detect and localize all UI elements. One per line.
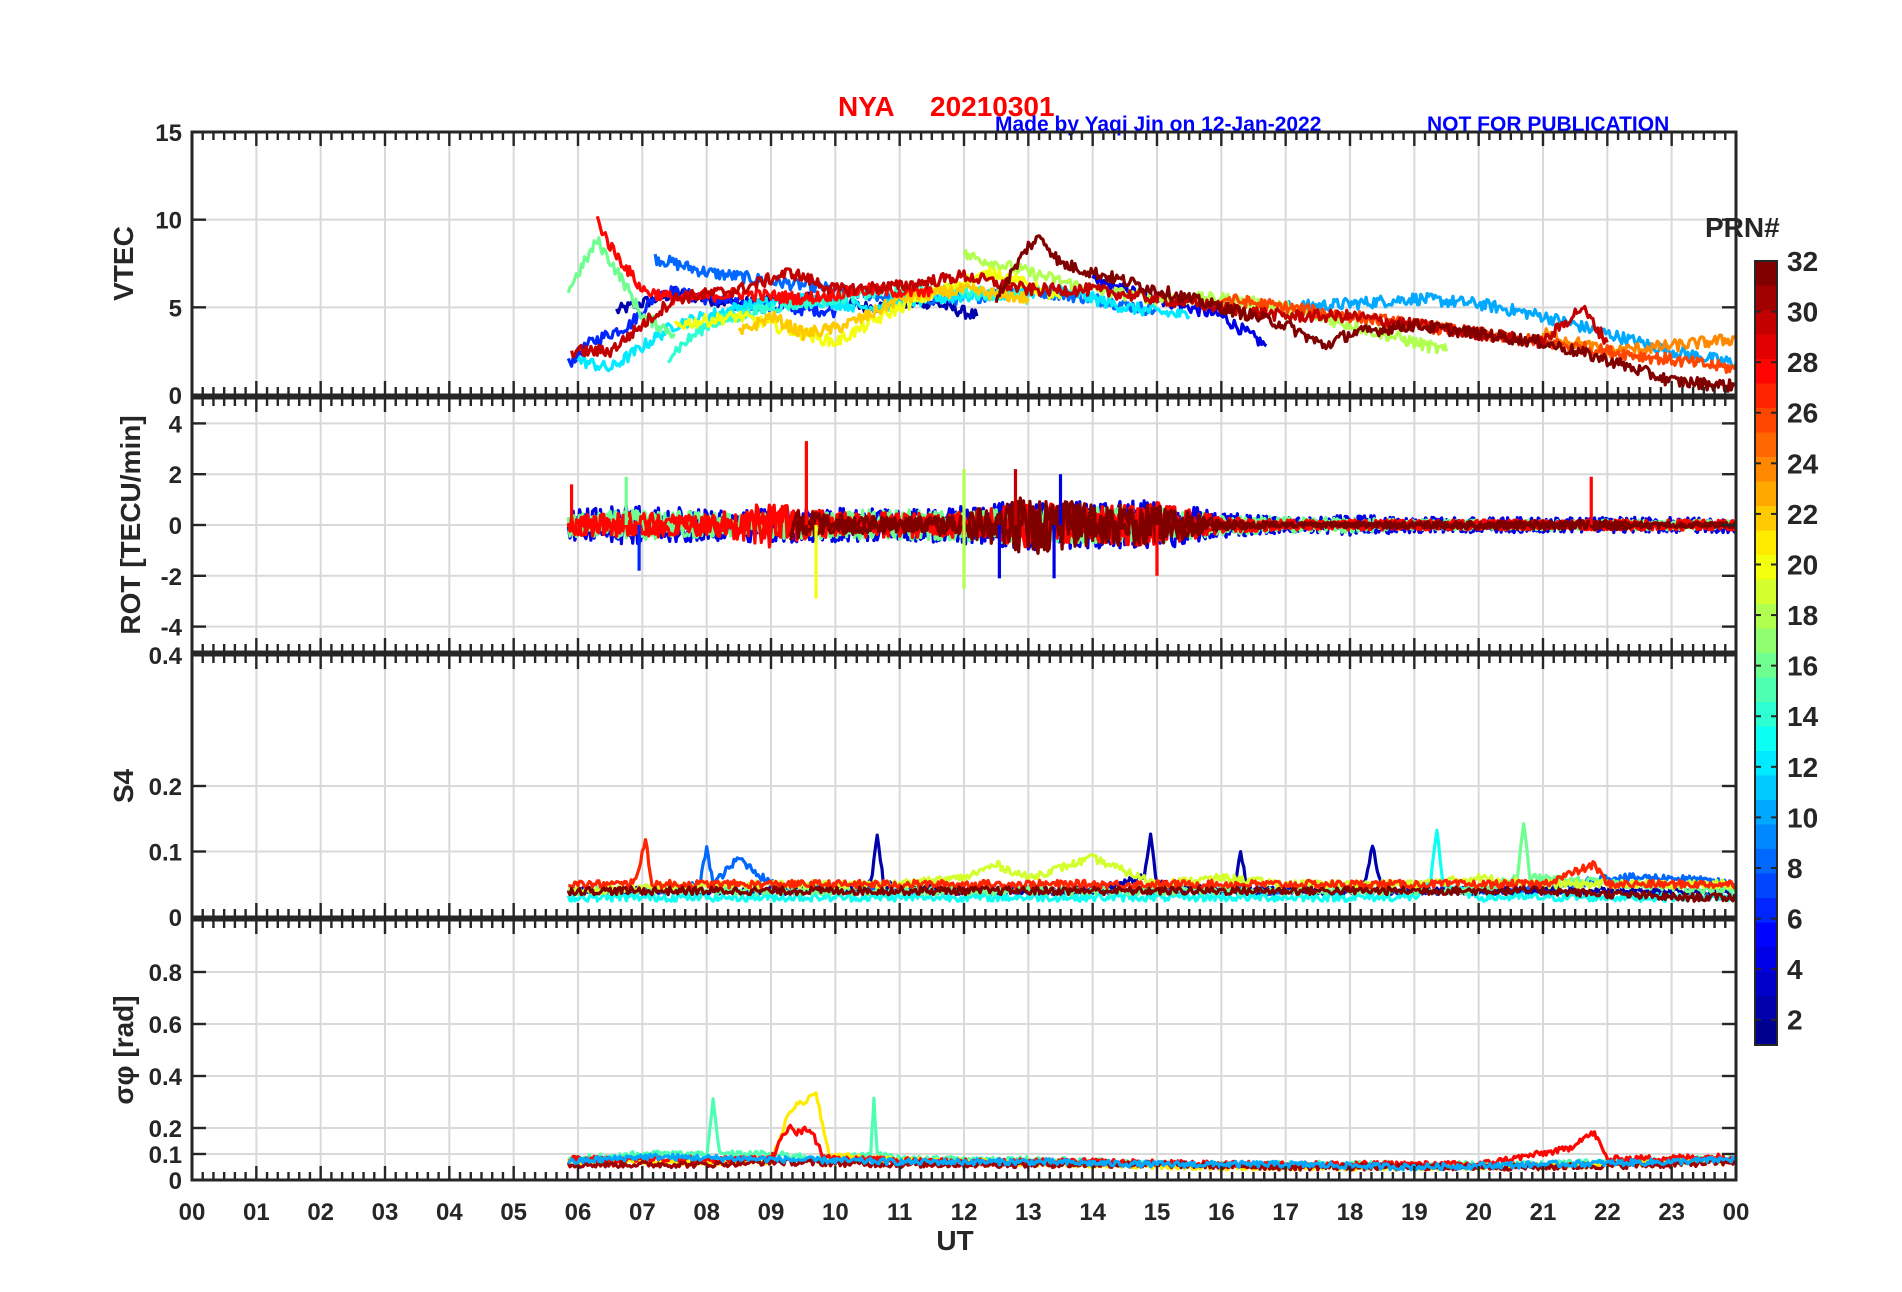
- x-ticks: [190, 655, 1738, 917]
- colorbar-tick-label: 18: [1787, 600, 1818, 631]
- x-tick-label: 23: [1658, 1199, 1685, 1226]
- y-tick-label: 0.6: [149, 1012, 182, 1039]
- y-tick-label: 15: [155, 120, 182, 147]
- y-tick-label: 0.8: [149, 960, 182, 987]
- x-axis-label: UT: [936, 1225, 973, 1256]
- series-group: [566, 1091, 1736, 1172]
- series-line-prn-32: [994, 234, 1736, 393]
- y-tick-label: 0.1: [149, 1142, 182, 1169]
- series-group: [566, 441, 1736, 599]
- panel-s4: 0 0.1 0.2 0.4 S4: [108, 643, 1738, 932]
- y-tick-label: 0.1: [149, 840, 182, 867]
- colorbar-gradient: [1754, 260, 1778, 1046]
- x-tick-label: 08: [693, 1199, 720, 1226]
- x-tick-label: 06: [565, 1199, 592, 1226]
- colorbar-tick-label: 2: [1787, 1005, 1803, 1036]
- x-tick-label: 10: [822, 1199, 849, 1226]
- colorbar-tick-label: 30: [1787, 297, 1818, 328]
- x-ticks: [190, 132, 1738, 395]
- colorbar-tick-label: 8: [1787, 853, 1803, 884]
- x-tick-label: 00: [1723, 1199, 1750, 1226]
- x-tick-label: 01: [243, 1199, 270, 1226]
- y-tick-label: -2: [161, 564, 182, 591]
- y-tick-label: -4: [161, 615, 183, 642]
- credit-made-by: Made by Yaqi Jin on 12-Jan-2022: [995, 113, 1321, 136]
- title-date: 20210301: [930, 91, 1055, 122]
- x-tick-label: 03: [372, 1199, 399, 1226]
- x-tick-label: 12: [951, 1199, 978, 1226]
- x-tick-label: 09: [758, 1199, 785, 1226]
- y-tick-label: 0.2: [149, 1116, 182, 1143]
- series-line-prn-13: [566, 828, 1736, 903]
- series-line-prn-16: [566, 236, 676, 339]
- y-tick-label: 4: [169, 411, 183, 438]
- title-station: NYA: [838, 91, 895, 122]
- grid: [191, 131, 1737, 396]
- y-tick-label: 5: [169, 295, 182, 322]
- credit-notice: NOT FOR PUBLICATION: [1427, 113, 1669, 136]
- x-tick-label: 17: [1272, 1199, 1299, 1226]
- x-tick-label: 00: [179, 1199, 206, 1226]
- y-tick-label: 0.2: [149, 774, 182, 801]
- x-tick-label: 16: [1208, 1199, 1235, 1226]
- y-tick-label: 0: [169, 905, 182, 932]
- x-tick-label: 21: [1530, 1199, 1557, 1226]
- x-tick-label: 15: [1144, 1199, 1171, 1226]
- colorbar-tick-label: 10: [1787, 802, 1818, 833]
- x-tick-label: 14: [1079, 1199, 1106, 1226]
- series-line-prn-22: [737, 282, 1030, 342]
- colorbar-tick-label: 28: [1787, 347, 1818, 378]
- colorbar-tick-label: 16: [1787, 651, 1818, 682]
- y-axis-label: ROT [TECU/min]: [115, 415, 146, 634]
- panel-sigma-phi: 00.10.2 0.4 0.6 0.8 σφ [rad] 00 01 02 03 04 05 06 07…: [108, 918, 1750, 1226]
- series-line-prn-32: [566, 885, 1736, 903]
- y-tick-label: 10: [155, 208, 182, 235]
- x-tick-label: 05: [500, 1199, 527, 1226]
- colorbar-tick-label: 24: [1787, 448, 1819, 479]
- series-group: [566, 215, 1736, 393]
- colorbar-tick-label: 22: [1787, 499, 1818, 530]
- x-tick-label: 22: [1594, 1199, 1621, 1226]
- colorbar-tick-label: 20: [1787, 549, 1818, 580]
- colorbar-tick-label: 4: [1787, 954, 1803, 985]
- panel-vtec: 0 5 10 15 VTEC: [108, 120, 1738, 410]
- colorbar-tick-label: 32: [1787, 246, 1818, 277]
- x-tick-label: 04: [436, 1199, 463, 1226]
- y-tick-label: 0: [169, 383, 182, 410]
- series-line-prn-20: [673, 266, 1062, 348]
- y-axis-label: S4: [108, 768, 139, 803]
- x-tick-label: 07: [629, 1199, 656, 1226]
- x-tick-label: 02: [307, 1199, 334, 1226]
- x-tick-label: 20: [1465, 1199, 1492, 1226]
- colorbar-tick-label: 6: [1787, 904, 1803, 935]
- x-ticks: [190, 920, 1738, 1180]
- series-line-prn-27: [568, 837, 1736, 890]
- x-tick-label: 11: [887, 1199, 912, 1226]
- x-ticks: [190, 398, 1738, 652]
- colorbar-tick-label: 26: [1787, 398, 1818, 429]
- y-axis-label: VTEC: [108, 226, 139, 301]
- colorbar-title: PRN#: [1705, 212, 1780, 243]
- panel-rot: -4 -2 0 2 4 ROT [TECU/min]: [115, 396, 1738, 654]
- series-line-prn-32: [788, 496, 1736, 555]
- y-tick-label: 0.4: [149, 643, 183, 670]
- y-tick-label: 0: [169, 513, 182, 540]
- x-tick-label: 19: [1401, 1199, 1428, 1226]
- x-tick-label: 18: [1337, 1199, 1364, 1226]
- series-line-prn-18: [962, 248, 1449, 355]
- grid: [191, 920, 1737, 1181]
- series-group: [566, 822, 1736, 903]
- y-tick-label: 0: [169, 1168, 182, 1195]
- y-tick-label: 2: [169, 462, 182, 489]
- y-axis-label: σφ [rad]: [108, 995, 139, 1104]
- x-tick-label: 13: [1015, 1199, 1042, 1226]
- y-tick-label: 0.4: [149, 1064, 183, 1091]
- series-line-prn-10: [566, 1152, 1736, 1172]
- colorbar-tick-label: 14: [1787, 701, 1819, 732]
- colorbar-tick-label: 12: [1787, 752, 1818, 783]
